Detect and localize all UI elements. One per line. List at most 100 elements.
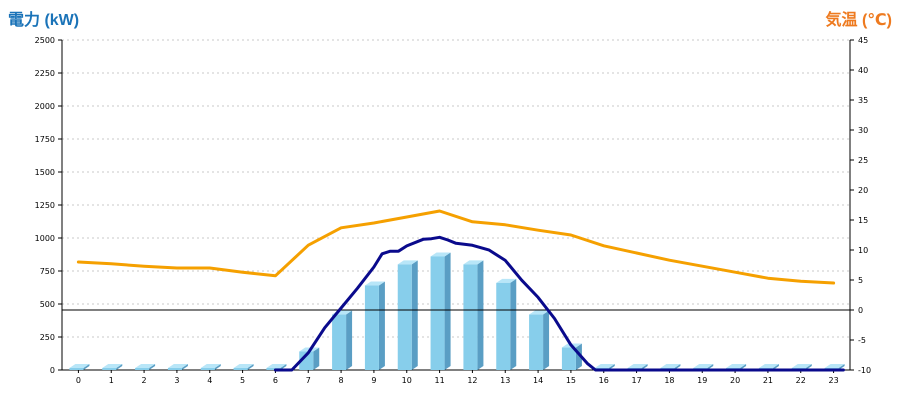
left-tick-label: 1000 xyxy=(35,234,55,243)
left-tick-label: 2000 xyxy=(35,102,55,111)
bar-side xyxy=(378,281,385,370)
bar-face xyxy=(233,368,248,370)
right-tick-label: 35 xyxy=(858,96,868,105)
right-tick-label: -10 xyxy=(858,366,871,375)
bar-top xyxy=(69,364,90,368)
bar-face xyxy=(299,351,314,370)
bar-face xyxy=(364,285,379,370)
bar-side xyxy=(83,364,90,370)
bar-top xyxy=(824,364,845,368)
x-tick-label: 8 xyxy=(339,376,344,385)
bar xyxy=(496,278,517,370)
left-axis-title: 電力 (kW) xyxy=(8,12,80,29)
bar-side xyxy=(313,347,320,370)
x-tick-label: 23 xyxy=(828,376,838,385)
x-tick-label: 21 xyxy=(763,376,773,385)
left-tick-label: 1500 xyxy=(35,168,55,177)
x-tick-label: 11 xyxy=(434,376,444,385)
bar-face xyxy=(430,256,445,370)
bar-top xyxy=(135,364,156,368)
bar-face xyxy=(561,347,576,370)
bar-face xyxy=(102,368,117,370)
left-tick-label: 2500 xyxy=(35,36,55,45)
x-tick-label: 10 xyxy=(402,376,412,385)
bar-top xyxy=(693,364,714,368)
left-tick-label: 750 xyxy=(40,267,55,276)
x-tick-label: 18 xyxy=(664,376,674,385)
bar-top xyxy=(397,260,418,265)
left-tick-label: 1250 xyxy=(35,201,55,210)
bar-side xyxy=(543,310,550,370)
power-line xyxy=(273,235,845,372)
bar xyxy=(69,364,90,370)
bar-side xyxy=(477,260,484,370)
bar-top xyxy=(102,364,123,368)
right-tick-label: 10 xyxy=(858,246,868,255)
bar xyxy=(463,260,484,370)
bar-top xyxy=(529,310,550,315)
bar-face xyxy=(529,314,544,370)
bar-side xyxy=(181,364,188,370)
bar xyxy=(332,310,353,370)
bar-top xyxy=(791,364,812,368)
x-tick-label: 9 xyxy=(371,376,376,385)
x-tick-label: 12 xyxy=(467,376,477,385)
x-tick-label: 6 xyxy=(273,376,278,385)
bar-face xyxy=(200,368,215,370)
bar-side xyxy=(116,364,123,370)
bar-face xyxy=(266,368,281,370)
bar-face xyxy=(69,368,84,370)
bar-top xyxy=(233,364,254,368)
bar-top xyxy=(266,364,287,368)
bar xyxy=(233,364,254,370)
right-tick-label: 5 xyxy=(858,276,863,285)
right-tick-label: 0 xyxy=(858,306,863,315)
bar-top xyxy=(430,252,451,257)
bar-top xyxy=(758,364,779,368)
bar xyxy=(397,260,418,370)
right-tick-label: 45 xyxy=(858,36,868,45)
x-tick-label: 15 xyxy=(566,376,576,385)
bar-side xyxy=(510,278,517,370)
x-tick-label: 3 xyxy=(174,376,179,385)
bar-face xyxy=(135,368,150,370)
x-tick-label: 17 xyxy=(631,376,641,385)
bar xyxy=(299,347,320,370)
bar-face xyxy=(167,368,182,370)
right-axis-title: 気温 (℃) xyxy=(825,12,892,29)
bar-top xyxy=(660,364,681,368)
x-tick-label: 2 xyxy=(142,376,147,385)
bar-side xyxy=(346,310,353,370)
bar-top xyxy=(496,278,517,283)
left-tick-label: 1750 xyxy=(35,135,55,144)
bar-face xyxy=(496,282,511,370)
right-tick-label: 20 xyxy=(858,186,868,195)
x-tick-label: 1 xyxy=(109,376,114,385)
x-tick-label: 13 xyxy=(500,376,510,385)
left-tick-label: 2250 xyxy=(35,69,55,78)
bar xyxy=(529,310,550,370)
right-tick-label: 25 xyxy=(858,156,868,165)
x-tick-label: 20 xyxy=(730,376,740,385)
bar-side xyxy=(247,364,254,370)
temperature-line xyxy=(76,209,836,285)
bar-face xyxy=(397,264,412,370)
bar xyxy=(102,364,123,370)
right-tick-label: 15 xyxy=(858,216,868,225)
x-tick-label: 22 xyxy=(796,376,806,385)
bar xyxy=(200,364,221,370)
bar-top xyxy=(726,364,747,368)
bar-face xyxy=(463,264,478,370)
x-tick-label: 4 xyxy=(207,376,212,385)
bar xyxy=(364,281,385,370)
left-tick-label: 500 xyxy=(40,300,55,309)
x-tick-label: 19 xyxy=(697,376,707,385)
bar-side xyxy=(214,364,221,370)
bar xyxy=(135,364,156,370)
bar-side xyxy=(444,252,451,370)
bar-top xyxy=(364,281,385,286)
left-tick-label: 250 xyxy=(40,333,55,342)
right-tick-label: 40 xyxy=(858,66,868,75)
